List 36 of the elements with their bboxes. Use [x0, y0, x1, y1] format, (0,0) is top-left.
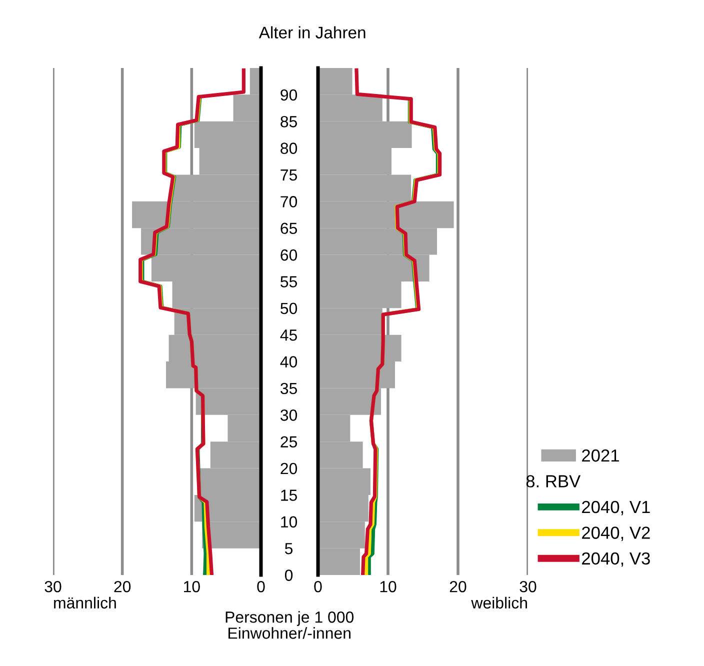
y-tick-label: 35: [280, 382, 297, 394]
y-tick-label: 40: [280, 356, 298, 368]
y-tick-label: 55: [280, 276, 297, 288]
y-tick-label: 20: [280, 462, 298, 474]
x-axis-title: männlich: [54, 596, 116, 609]
legend-title: 8. RBV: [526, 475, 581, 488]
y-tick-label: 65: [280, 222, 297, 234]
x-tick-label: 20: [114, 580, 131, 592]
y-tick-label: 70: [280, 196, 298, 208]
y-tick-label: 5: [284, 543, 293, 554]
y-tick-label: 90: [280, 89, 298, 101]
y-tick-label: 80: [280, 142, 298, 154]
y-tick-label: 60: [280, 249, 298, 261]
y-tick-label: 50: [280, 302, 298, 314]
x-axis-title: weiblich: [471, 596, 527, 609]
text: Personen je 1 000 Einwohner/-innen: [226, 611, 354, 639]
y-tick-label: 30: [280, 410, 298, 421]
x-tick-label: 20: [450, 580, 466, 592]
y-tick-label: 75: [280, 170, 297, 181]
x-tick-label: 0: [257, 580, 265, 592]
legend-label: 2021: [582, 449, 619, 462]
y-tick-label: 25: [280, 436, 297, 448]
x-tick-label: 30: [520, 580, 536, 592]
text: Alter in Jahren: [258, 26, 366, 38]
y-tick-label: 85: [280, 116, 297, 128]
legend-label: 2040, V1: [582, 500, 650, 516]
y-tick-label: 45: [280, 330, 297, 341]
legend-label: 2040, V2: [582, 526, 650, 541]
y-tick-label: 10: [281, 516, 298, 528]
legend-label: 2040, V3: [582, 552, 650, 567]
x-tick-label: 0: [314, 580, 322, 592]
x-tick-label: 30: [44, 580, 62, 592]
x-tick-label: 10: [380, 580, 396, 592]
y-tick-label: 0: [284, 570, 293, 581]
x-tick-label: 10: [184, 580, 200, 592]
y-tick-label: 15: [281, 490, 297, 501]
